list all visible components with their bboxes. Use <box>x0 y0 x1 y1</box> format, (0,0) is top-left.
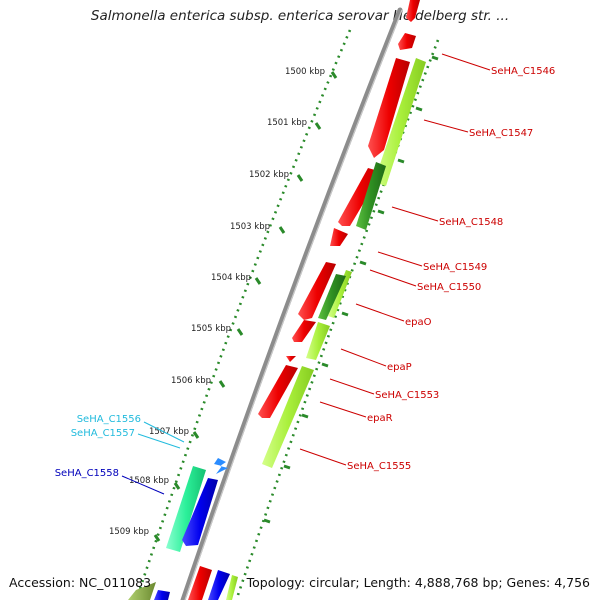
forward-gene-track <box>226 58 426 600</box>
gene-label[interactable]: SeHA_C1547 <box>469 128 533 139</box>
forward-gene-labels: SeHA_C1546 SeHA_C1547 SeHA_C1548 SeHA_C1… <box>347 66 555 472</box>
ruler-label: 1505 kbp <box>191 324 231 334</box>
gene-bar[interactable] <box>356 162 386 230</box>
cds-arrow[interactable] <box>406 0 420 22</box>
gene-bar[interactable] <box>306 322 330 360</box>
ruler-track-outer <box>136 29 352 596</box>
gene-label[interactable]: epaO <box>405 317 432 328</box>
cds-arrow[interactable] <box>286 356 296 362</box>
ruler-ticks-inner <box>263 55 439 524</box>
gene-bar[interactable] <box>328 270 352 318</box>
cds-arrow[interactable] <box>208 570 230 600</box>
forward-cds-track <box>188 0 420 600</box>
cds-arrow[interactable] <box>188 566 212 600</box>
gene-bar[interactable] <box>166 466 206 552</box>
small-feature[interactable] <box>214 458 228 474</box>
ruler-label: 1502 kbp <box>249 170 289 180</box>
ruler-label: 1501 kbp <box>267 118 307 128</box>
ruler-label: 1500 kbp <box>285 67 325 77</box>
accession-label: Accession: NC_011083 <box>9 575 152 590</box>
gene-label[interactable]: SeHA_C1557 <box>71 428 135 439</box>
genome-backbone <box>180 7 403 600</box>
reverse-gene-labels: SeHA_C1556 SeHA_C1557 SeHA_C1558 <box>55 414 141 479</box>
gene-label[interactable]: SeHA_C1558 <box>55 468 119 479</box>
ruler-label: 1503 kbp <box>230 222 270 232</box>
reverse-leader-lines <box>121 421 185 495</box>
gene-label[interactable]: SeHA_C1553 <box>375 390 439 401</box>
gene-label[interactable]: epaR <box>367 413 393 424</box>
ruler-label: 1508 kbp <box>129 476 169 486</box>
cds-arrow[interactable] <box>398 33 416 50</box>
ruler-ticks-outer <box>153 71 338 542</box>
gene-label[interactable]: epaP <box>387 362 412 373</box>
cds-arrow[interactable] <box>182 478 218 546</box>
ruler-label: 1507 kbp <box>149 427 189 437</box>
gene-bar[interactable] <box>374 58 426 186</box>
cds-arrow[interactable] <box>154 590 170 600</box>
gene-label[interactable]: SeHA_C1546 <box>491 66 555 77</box>
map-title: Salmonella enterica subsp. enterica sero… <box>90 8 510 24</box>
gene-label[interactable]: SeHA_C1550 <box>417 282 481 293</box>
cds-arrow[interactable] <box>330 228 348 246</box>
gene-bar[interactable] <box>318 274 346 320</box>
gene-bar[interactable] <box>262 366 314 468</box>
gene-label[interactable]: SeHA_C1549 <box>423 262 487 273</box>
ruler-labels: 1500 kbp 1501 kbp 1502 kbp 1503 kbp 1504… <box>109 67 325 537</box>
reverse-strand-track <box>128 458 230 600</box>
cds-arrow[interactable] <box>292 320 316 342</box>
cds-arrow[interactable] <box>258 365 298 418</box>
ruler-label: 1506 kbp <box>171 376 211 386</box>
cds-arrow[interactable] <box>368 58 410 158</box>
genome-backbone-highlight <box>184 9 403 600</box>
forward-leader-lines <box>299 53 491 466</box>
gene-label[interactable]: SeHA_C1556 <box>77 414 141 425</box>
ruler-label: 1504 kbp <box>211 273 251 283</box>
gene-label[interactable]: SeHA_C1548 <box>439 217 503 228</box>
ruler-label: 1509 kbp <box>109 527 149 537</box>
gene-bar[interactable] <box>128 582 156 600</box>
gene-label[interactable]: SeHA_C1555 <box>347 461 411 472</box>
gene-bar[interactable] <box>226 575 238 600</box>
cds-arrow[interactable] <box>298 262 336 320</box>
topology-summary: Topology: circular; Length: 4,888,768 bp… <box>246 575 590 590</box>
